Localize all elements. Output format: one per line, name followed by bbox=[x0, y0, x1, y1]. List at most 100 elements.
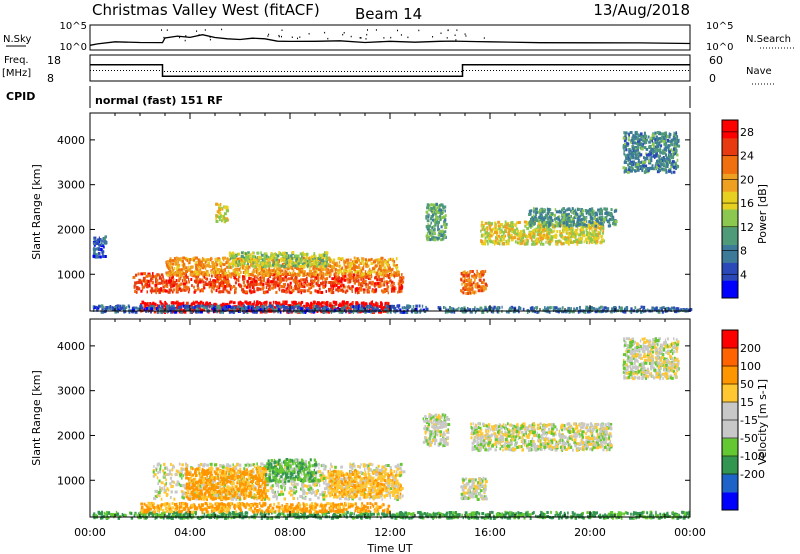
range-gate-cell bbox=[176, 289, 178, 293]
range-gate-cell bbox=[180, 302, 182, 306]
range-gate-cell bbox=[634, 164, 637, 168]
nsearch-point bbox=[161, 29, 162, 31]
range-gate-cell bbox=[637, 152, 641, 156]
range-gate-cell bbox=[629, 131, 633, 134]
range-gate-cell bbox=[648, 140, 651, 144]
range-gate-cell bbox=[539, 240, 541, 244]
range-gate-cell bbox=[626, 144, 629, 147]
range-gate-cell bbox=[366, 260, 368, 264]
range-gate-cell bbox=[224, 267, 227, 271]
range-gate-cell bbox=[435, 216, 438, 220]
range-gate-cell bbox=[230, 310, 233, 314]
range-gate-cell bbox=[356, 257, 359, 261]
range-gate-cell bbox=[639, 153, 643, 157]
range-gate-cell bbox=[493, 242, 496, 246]
range-gate-cell bbox=[200, 264, 202, 268]
range-gate-cell bbox=[199, 289, 201, 293]
range-gate-cell bbox=[174, 310, 178, 314]
range-gate-cell bbox=[563, 210, 566, 214]
range-gate-cell bbox=[516, 237, 520, 241]
range-gate-cell bbox=[280, 303, 282, 307]
range-gate-cell bbox=[171, 266, 174, 270]
range-gate-cell bbox=[293, 280, 296, 284]
range-gate-cell bbox=[277, 307, 280, 311]
range-gate-cell bbox=[378, 278, 382, 282]
range-gate-cell bbox=[173, 277, 175, 281]
range-gate-cell bbox=[662, 139, 666, 143]
range-gate-cell bbox=[397, 273, 400, 277]
range-gate-cell bbox=[393, 263, 395, 267]
range-gate-cell bbox=[277, 273, 280, 277]
range-gate-cell bbox=[135, 273, 138, 277]
range-gate-cell bbox=[242, 277, 246, 281]
range-gate-cell bbox=[196, 304, 200, 308]
range-gate-cell bbox=[352, 273, 355, 277]
range-gate-cell bbox=[400, 285, 404, 289]
range-gate-cell bbox=[585, 233, 588, 236]
range-gate-cell bbox=[234, 260, 236, 263]
range-gate-cell bbox=[641, 169, 644, 172]
range-gate-cell bbox=[135, 287, 139, 290]
range-gate-cell bbox=[222, 258, 225, 262]
range-gate-cell bbox=[654, 163, 657, 167]
range-gate-cell bbox=[351, 301, 354, 305]
range-gate-cell bbox=[132, 306, 136, 310]
range-gate-cell bbox=[311, 272, 313, 276]
range-gate-cell bbox=[469, 285, 472, 289]
range-gate-cell bbox=[353, 264, 356, 268]
range-gate-cell bbox=[270, 280, 273, 284]
nsearch-point bbox=[198, 34, 200, 36]
range-gate-cell bbox=[342, 300, 345, 304]
range-gate-cell bbox=[502, 236, 505, 239]
range-gate-cell bbox=[176, 263, 179, 267]
range-gate-cell bbox=[375, 275, 377, 279]
range-gate-cell bbox=[269, 301, 272, 305]
range-gate-cell bbox=[543, 233, 546, 237]
range-gate-cell bbox=[589, 231, 592, 235]
range-gate-cell bbox=[662, 136, 665, 139]
range-gate-cell bbox=[653, 145, 657, 149]
range-gate-cell bbox=[245, 255, 247, 259]
range-gate-cell bbox=[383, 288, 387, 292]
range-gate-cell bbox=[310, 264, 312, 268]
range-gate-cell bbox=[559, 210, 563, 214]
range-gate-cell bbox=[246, 311, 249, 314]
range-gate-cell bbox=[590, 221, 593, 225]
range-gate-cell bbox=[647, 152, 651, 156]
range-gate-cell bbox=[562, 218, 565, 222]
range-gate-cell bbox=[540, 225, 543, 229]
range-gate-cell bbox=[306, 272, 309, 276]
range-gate-cell bbox=[380, 303, 383, 307]
range-gate-cell bbox=[481, 225, 484, 229]
range-gate-cell bbox=[193, 258, 195, 262]
range-gate-cell bbox=[570, 218, 572, 222]
range-gate-cell bbox=[276, 308, 279, 312]
range-gate-cell bbox=[116, 310, 119, 314]
range-gate-cell bbox=[286, 261, 289, 265]
range-gate-cell bbox=[629, 156, 633, 160]
range-gate-cell bbox=[465, 285, 467, 289]
nsearch-point bbox=[350, 35, 352, 38]
range-gate-cell bbox=[539, 213, 543, 217]
range-gate-cell bbox=[320, 274, 322, 278]
range-gate-cell bbox=[157, 289, 160, 292]
range-gate-cell bbox=[435, 221, 438, 224]
range-gate-cell bbox=[162, 289, 165, 293]
range-gate-cell bbox=[557, 216, 561, 220]
range-gate-cell bbox=[206, 258, 210, 262]
range-gate-cell bbox=[357, 271, 359, 275]
range-gate-cell bbox=[665, 153, 667, 157]
range-gate-cell bbox=[384, 301, 388, 305]
range-gate-cell bbox=[612, 222, 614, 225]
range-gate-cell bbox=[293, 272, 297, 276]
range-gate-cell bbox=[188, 261, 191, 265]
range-gate-cell bbox=[300, 307, 303, 311]
range-gate-cell bbox=[567, 240, 570, 244]
range-gate-cell bbox=[494, 221, 497, 225]
range-gate-cell bbox=[494, 239, 497, 243]
cpid-text: normal (fast) 151 RF bbox=[95, 94, 223, 107]
range-gate-cell bbox=[301, 278, 305, 282]
range-gate-cell bbox=[633, 149, 635, 153]
freq-series-line bbox=[90, 64, 690, 77]
range-gate-cell bbox=[251, 271, 254, 275]
